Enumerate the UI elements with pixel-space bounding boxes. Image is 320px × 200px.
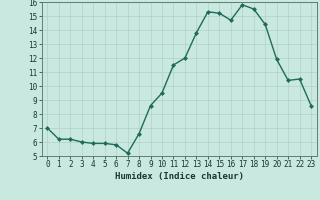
X-axis label: Humidex (Indice chaleur): Humidex (Indice chaleur) (115, 172, 244, 181)
